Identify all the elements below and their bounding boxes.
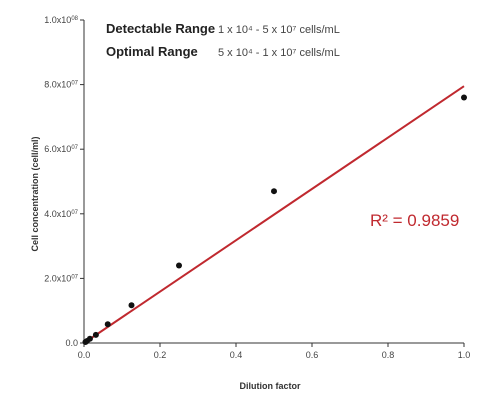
r-squared-annotation: R² = 0.9859 [370,211,459,230]
optimal-range-label: Optimal Range [106,44,198,59]
y-tick-label: 8.0x1007 [44,80,78,90]
data-point [104,321,111,328]
optimal-range-value: 5 x 10⁴ - 1 x 10⁷ cells/mL [218,47,340,59]
y-axis-title: Cell concentration (cell/ml) [30,136,40,251]
range-legend: Detectable Range 1 x 10⁴ - 5 x 10⁷ cells… [106,21,340,59]
y-tick-label: 1.0x1008 [44,15,78,25]
trendline [83,85,465,344]
y-tick-label: 6.0x1007 [44,144,78,154]
data-point [271,188,277,195]
data-points [82,94,467,346]
x-tick-label: 0.2 [154,350,167,360]
detectable-range-label: Detectable Range [106,21,215,36]
data-point [176,262,182,269]
detectable-range-value: 1 x 10⁴ - 5 x 10⁷ cells/mL [218,24,340,36]
data-point [92,331,99,338]
y-tick-label: 2.0x1007 [44,273,78,283]
y-tick-label: 4.0x1007 [44,209,78,219]
y-axis-ticks: 0.0 2.0x1007 4.0x1007 6.0x1007 8.0x1007 1.0x1… [44,15,84,348]
x-axis-title: Dilution factor [240,381,301,391]
x-tick-label: 0.4 [230,350,243,360]
x-tick-label: 0.6 [306,350,319,360]
data-point [461,94,467,101]
data-point [128,302,135,309]
data-point [86,335,93,342]
y-tick-label: 0.0 [65,338,78,348]
x-tick-label: 0.8 [382,350,395,360]
x-tick-label: 0.0 [78,350,91,360]
x-tick-label: 1.0 [458,350,471,360]
